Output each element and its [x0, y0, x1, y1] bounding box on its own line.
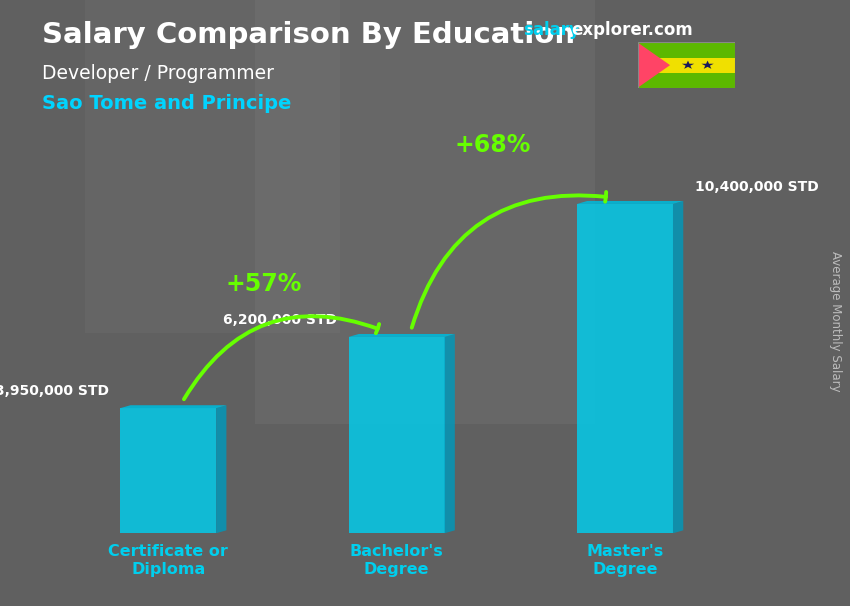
Polygon shape [445, 334, 455, 533]
Text: +57%: +57% [226, 272, 303, 296]
Text: 10,400,000 STD: 10,400,000 STD [694, 180, 819, 194]
Text: 3,950,000 STD: 3,950,000 STD [0, 384, 109, 398]
Polygon shape [120, 405, 226, 408]
Text: Sao Tome and Principe: Sao Tome and Principe [42, 94, 292, 113]
Polygon shape [673, 201, 683, 533]
Text: Developer / Programmer: Developer / Programmer [42, 64, 275, 82]
Bar [255, 0, 595, 424]
Bar [348, 337, 445, 533]
Bar [577, 204, 673, 533]
Polygon shape [638, 42, 670, 88]
Polygon shape [682, 61, 694, 69]
Text: salary: salary [523, 21, 580, 39]
Polygon shape [216, 405, 226, 533]
Text: Average Monthly Salary: Average Monthly Salary [829, 251, 842, 391]
Text: explorer.com: explorer.com [571, 21, 693, 39]
Bar [638, 42, 735, 58]
Polygon shape [701, 61, 714, 69]
Polygon shape [348, 334, 455, 337]
Bar [638, 58, 735, 73]
Text: +68%: +68% [455, 133, 530, 156]
Text: Salary Comparison By Education: Salary Comparison By Education [42, 21, 575, 49]
Bar [85, 0, 340, 333]
Polygon shape [577, 201, 683, 204]
Bar [120, 408, 216, 533]
Bar [638, 73, 735, 88]
Text: 6,200,000 STD: 6,200,000 STD [224, 313, 337, 327]
